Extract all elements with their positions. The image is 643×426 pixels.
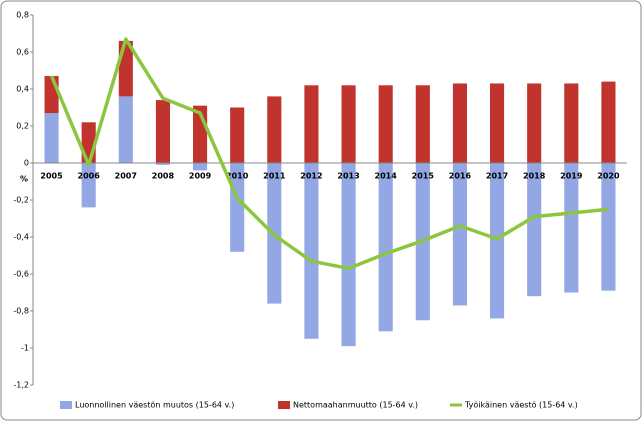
- bar: [564, 163, 579, 293]
- x-tick-label: 2006: [78, 172, 101, 181]
- legend-label: Luonnollinen väestön muutos (15-64 v.): [75, 401, 234, 410]
- y-tick-label: 0: [24, 159, 29, 168]
- bar: [490, 163, 505, 319]
- bar: [267, 96, 282, 163]
- x-tick-label: 2008: [152, 172, 175, 181]
- bar: [155, 163, 170, 165]
- bar: [527, 83, 542, 163]
- y-tick-label: -1,2: [13, 381, 29, 390]
- bar: [452, 163, 467, 306]
- y-tick-label: 0,4: [16, 85, 29, 94]
- y-tick-label: 0,6: [16, 48, 29, 57]
- x-tick-label: 2012: [300, 172, 322, 181]
- bar: [44, 113, 59, 163]
- bar: [230, 107, 245, 163]
- bar: [341, 163, 356, 347]
- x-tick-label: 2019: [560, 172, 583, 181]
- y-tick-label: -0,4: [13, 233, 29, 242]
- y-tick-label: -1: [21, 344, 29, 353]
- bar: [378, 85, 393, 163]
- legend-label: Nettomaahanmuutto (15-64 v.): [293, 401, 418, 410]
- y-tick-label: -0,8: [13, 307, 29, 316]
- bar: [601, 81, 616, 163]
- x-tick-label: 2020: [597, 172, 620, 181]
- y-tick-label: -0,6: [13, 270, 29, 279]
- bar: [230, 163, 245, 252]
- x-tick-label: 2009: [189, 172, 212, 181]
- legend-swatch: [60, 401, 72, 409]
- y-unit-label: %: [20, 175, 28, 184]
- bar: [155, 100, 170, 163]
- bar: [193, 163, 208, 171]
- x-tick-label: 2017: [486, 172, 508, 181]
- bar: [44, 76, 59, 114]
- legend-swatch: [278, 401, 290, 409]
- x-tick-label: 2011: [263, 172, 286, 181]
- x-tick-label: 2007: [115, 172, 137, 181]
- bar: [452, 83, 467, 163]
- bar: [415, 85, 430, 163]
- bar: [378, 163, 393, 332]
- bar: [527, 163, 542, 297]
- bar: [490, 83, 505, 163]
- bar: [304, 163, 319, 339]
- bar: [304, 85, 319, 163]
- x-tick-label: 2015: [412, 172, 435, 181]
- bar: [118, 96, 133, 163]
- x-tick-label: 2005: [40, 172, 63, 181]
- line-series: [49, 37, 609, 271]
- bar: [341, 85, 356, 163]
- y-tick-label: 0,2: [16, 122, 29, 131]
- x-tick-label: 2010: [226, 172, 249, 181]
- legend-label: Työikäinen väestö (15-64 v.): [464, 401, 578, 410]
- bar: [564, 83, 579, 163]
- x-tick-label: 2016: [449, 172, 472, 181]
- x-tick-label: 2014: [375, 172, 398, 181]
- y-tick-label: 0,8: [16, 11, 29, 20]
- y-tick-label: -0,2: [13, 196, 29, 205]
- bar: [81, 163, 96, 208]
- x-tick-label: 2013: [337, 172, 359, 181]
- x-tick-label: 2018: [523, 172, 546, 181]
- bar: [601, 163, 616, 291]
